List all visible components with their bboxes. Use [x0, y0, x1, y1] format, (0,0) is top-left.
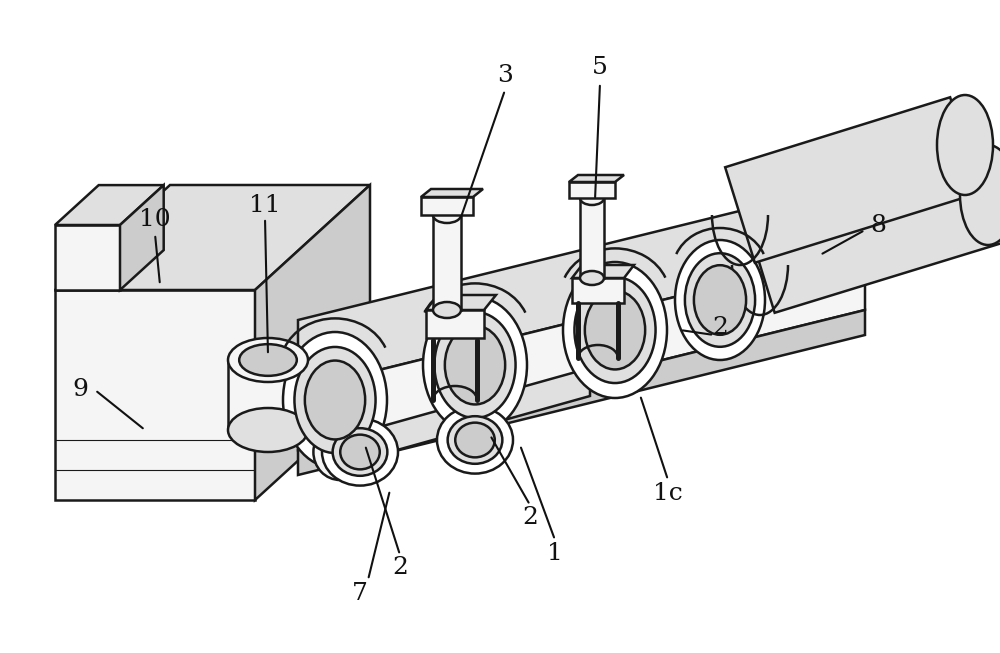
- Text: 2: 2: [522, 507, 538, 530]
- Ellipse shape: [960, 145, 1000, 245]
- Polygon shape: [426, 295, 496, 310]
- Ellipse shape: [574, 277, 656, 383]
- Ellipse shape: [313, 424, 367, 480]
- Ellipse shape: [448, 416, 502, 464]
- Polygon shape: [298, 310, 865, 475]
- Polygon shape: [433, 215, 461, 310]
- Text: 10: 10: [139, 208, 171, 232]
- Text: 7: 7: [352, 582, 368, 605]
- Ellipse shape: [423, 297, 527, 433]
- Polygon shape: [572, 265, 634, 278]
- Ellipse shape: [239, 344, 297, 376]
- Ellipse shape: [294, 347, 376, 453]
- Ellipse shape: [455, 422, 495, 457]
- Polygon shape: [725, 97, 980, 263]
- Polygon shape: [421, 197, 473, 215]
- Ellipse shape: [340, 435, 380, 470]
- Ellipse shape: [445, 326, 505, 404]
- Ellipse shape: [305, 360, 365, 439]
- Ellipse shape: [694, 265, 746, 335]
- Text: 1c: 1c: [653, 481, 683, 505]
- Ellipse shape: [322, 419, 398, 486]
- Text: 2: 2: [392, 556, 408, 579]
- Ellipse shape: [228, 408, 308, 452]
- Polygon shape: [120, 185, 164, 290]
- Polygon shape: [340, 368, 590, 466]
- Polygon shape: [572, 278, 624, 303]
- Ellipse shape: [685, 253, 755, 347]
- Text: 2: 2: [712, 317, 728, 340]
- Ellipse shape: [585, 291, 645, 370]
- Text: 1: 1: [547, 541, 563, 564]
- Ellipse shape: [333, 428, 387, 476]
- Ellipse shape: [580, 191, 604, 205]
- Ellipse shape: [563, 262, 667, 398]
- Text: 5: 5: [592, 57, 608, 80]
- Ellipse shape: [434, 312, 516, 418]
- Text: 3: 3: [497, 63, 513, 86]
- Polygon shape: [298, 180, 865, 390]
- Polygon shape: [421, 189, 483, 197]
- Ellipse shape: [228, 338, 308, 382]
- Ellipse shape: [937, 95, 993, 195]
- Ellipse shape: [675, 240, 765, 360]
- Text: 11: 11: [249, 193, 281, 217]
- Ellipse shape: [437, 406, 513, 473]
- Polygon shape: [55, 185, 370, 290]
- Ellipse shape: [433, 302, 461, 318]
- Ellipse shape: [283, 332, 387, 468]
- Polygon shape: [745, 147, 1000, 313]
- Polygon shape: [580, 198, 604, 278]
- Polygon shape: [298, 250, 865, 450]
- Polygon shape: [55, 185, 164, 225]
- Polygon shape: [255, 185, 370, 500]
- Text: 8: 8: [870, 214, 886, 236]
- Polygon shape: [55, 225, 120, 290]
- Ellipse shape: [580, 271, 604, 285]
- Polygon shape: [569, 175, 624, 182]
- Polygon shape: [55, 290, 255, 500]
- Text: 9: 9: [72, 379, 88, 402]
- Polygon shape: [228, 360, 308, 430]
- Polygon shape: [569, 182, 615, 198]
- Polygon shape: [426, 310, 484, 338]
- Ellipse shape: [433, 207, 461, 223]
